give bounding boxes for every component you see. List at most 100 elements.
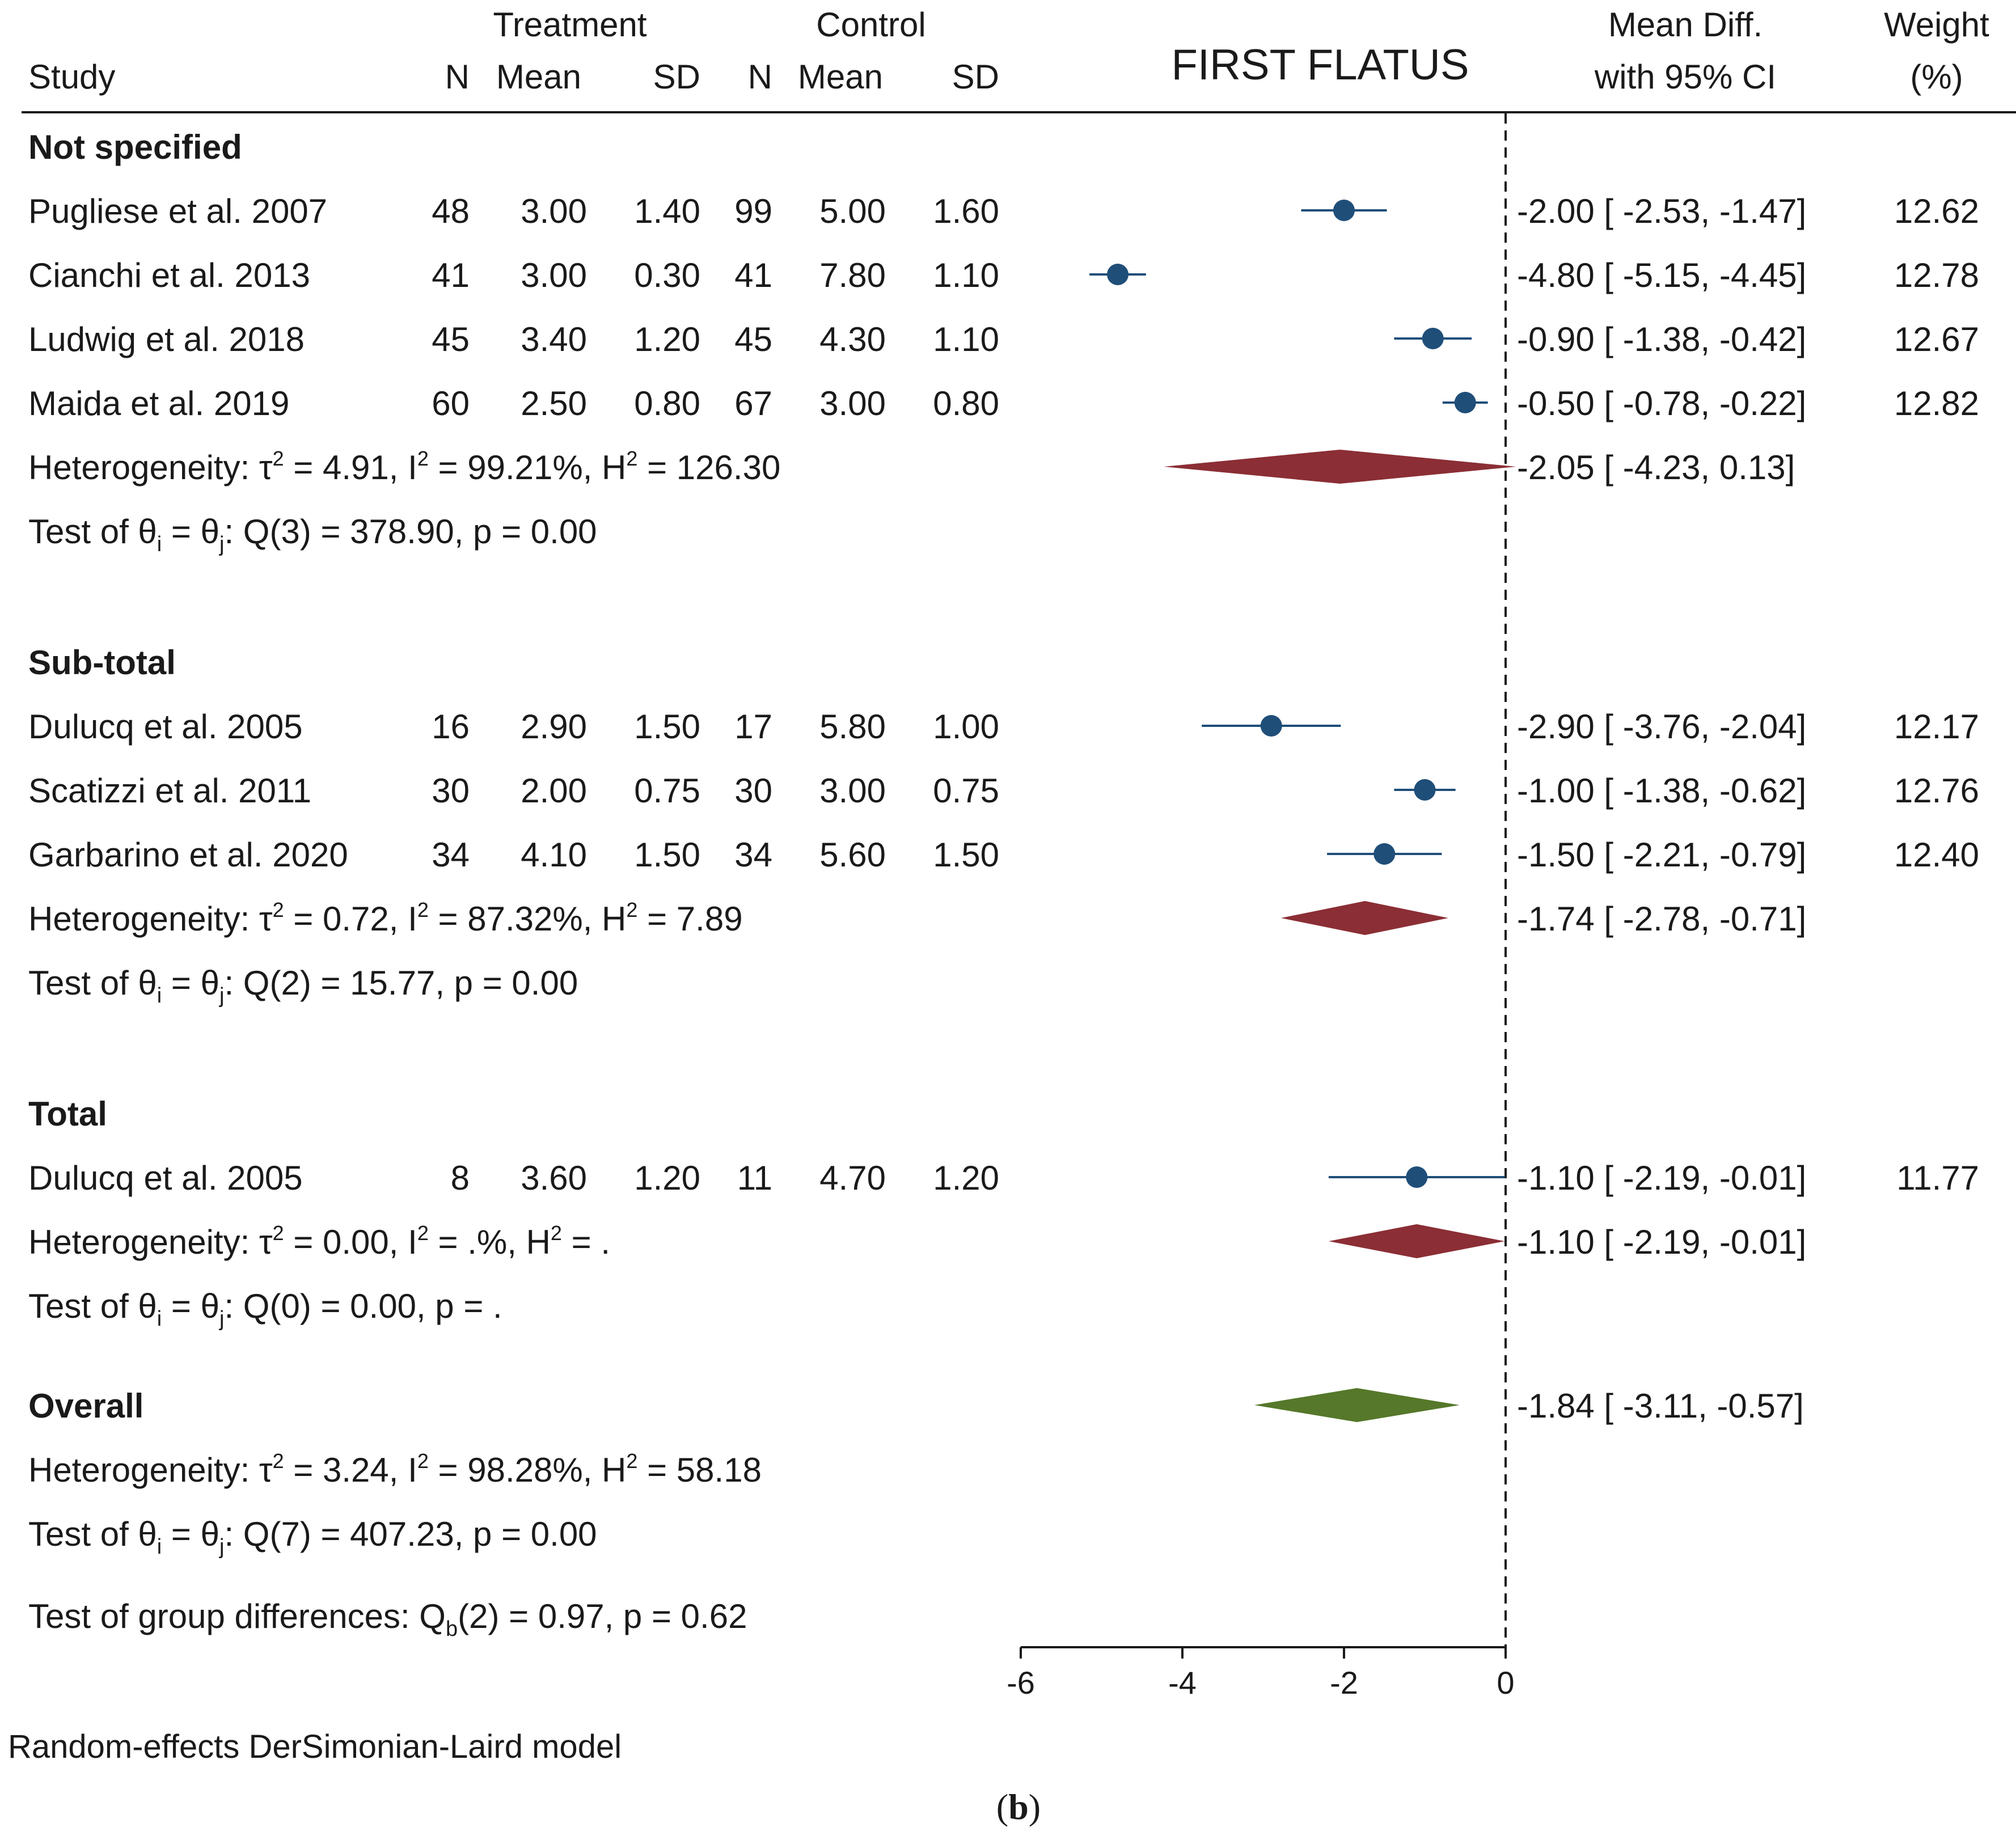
treatment-mean: 2.90: [521, 708, 587, 746]
heterogeneity-test: Test of θi = θj: Q(0) = 0.00, p = .: [28, 1287, 502, 1331]
subgroup-diamond: [1328, 1224, 1505, 1258]
effect-ci-text: -0.50 [ -0.78, -0.22]: [1517, 384, 1806, 422]
control-mean: 5.60: [819, 836, 886, 874]
study-name: Cianchi et al. 2013: [28, 256, 310, 294]
treatment-n: 30: [432, 772, 470, 810]
study-name: Pugliese et al. 2007: [28, 192, 327, 230]
pooled-ci-text: -1.10 [ -2.19, -0.01]: [1517, 1223, 1806, 1261]
header-control-mean: Mean: [798, 58, 883, 96]
control-mean: 3.00: [819, 384, 886, 422]
x-tick-label: -4: [1168, 1665, 1197, 1701]
treatment-n: 34: [432, 836, 470, 874]
control-sd: 1.20: [933, 1159, 999, 1197]
treatment-sd: 0.80: [634, 384, 700, 422]
pooled-ci-text: -2.05 [ -4.23, 0.13]: [1517, 449, 1795, 487]
control-n: 11: [737, 1159, 772, 1197]
heterogeneity-test: Test of θi = θj: Q(2) = 15.77, p = 0.00: [28, 964, 578, 1008]
treatment-sd: 0.30: [634, 256, 700, 294]
study-name: Dulucq et al. 2005: [28, 1159, 303, 1197]
treatment-mean: 3.00: [521, 256, 587, 294]
effect-marker: [1454, 392, 1476, 413]
effect-ci-text: -0.90 [ -1.38, -0.42]: [1517, 320, 1806, 358]
effect-marker: [1422, 328, 1444, 349]
control-mean: 7.80: [819, 256, 886, 294]
treatment-n: 48: [432, 192, 470, 230]
weight-value: 12.62: [1894, 192, 1979, 230]
treatment-mean: 3.40: [521, 320, 587, 358]
header-mean-diff: Mean Diff.: [1608, 6, 1763, 44]
chart-title: FIRST FLATUS: [1171, 41, 1469, 89]
weight-value: 12.40: [1894, 836, 1979, 874]
header-ci: with 95% CI: [1594, 58, 1776, 96]
header-treatment: Treatment: [493, 6, 647, 44]
x-tick-label: 0: [1497, 1665, 1514, 1701]
effect-marker: [1107, 264, 1129, 285]
study-name: Scatizzi et al. 2011: [28, 772, 311, 810]
effect-marker: [1414, 779, 1436, 801]
header-treatment-sd: SD: [653, 58, 700, 96]
study-name: Ludwig et al. 2018: [28, 320, 305, 358]
treatment-sd: 0.75: [634, 772, 700, 810]
pooled-ci-text: -1.74 [ -2.78, -0.71]: [1517, 900, 1806, 938]
control-mean: 5.80: [819, 708, 886, 746]
effect-ci-text: -1.10 [ -2.19, -0.01]: [1517, 1159, 1806, 1197]
effect-ci-text: -4.80 [ -5.15, -4.45]: [1517, 256, 1806, 294]
overall-ci-text: -1.84 [ -3.11, -0.57]: [1517, 1387, 1804, 1425]
control-sd: 1.10: [933, 256, 999, 294]
control-sd: 1.60: [933, 192, 999, 230]
header-control-n: N: [748, 58, 772, 96]
control-n: 67: [734, 384, 772, 422]
heterogeneity-stats: Heterogeneity: τ2 = 0.00, I2 = .%, H2 = …: [28, 1221, 610, 1261]
subgroup-diamond: [1280, 901, 1448, 935]
control-mean: 5.00: [819, 192, 886, 230]
control-n: 17: [734, 708, 772, 746]
treatment-sd: 1.40: [634, 192, 700, 230]
header-weight: Weight: [1884, 6, 1989, 44]
group-heading: Not specified: [28, 128, 242, 166]
treatment-n: 60: [432, 384, 470, 422]
weight-value: 12.17: [1894, 708, 1979, 746]
model-footnote: Random-effects DerSimonian-Laird model: [8, 1728, 622, 1765]
treatment-n: 41: [432, 256, 470, 294]
control-n: 30: [734, 772, 772, 810]
overall-heading: Overall: [28, 1387, 143, 1425]
control-n: 34: [734, 836, 772, 874]
weight-value: 12.67: [1894, 320, 1979, 358]
overall-heterogeneity-test: Test of θi = θj: Q(7) = 407.23, p = 0.00: [28, 1515, 597, 1559]
heterogeneity-stats: Heterogeneity: τ2 = 0.72, I2 = 87.32%, H…: [28, 898, 743, 938]
effect-marker: [1333, 200, 1355, 221]
effect-ci-text: -2.90 [ -3.76, -2.04]: [1517, 708, 1806, 746]
weight-value: 12.82: [1894, 384, 1979, 422]
control-n: 99: [734, 192, 772, 230]
treatment-sd: 1.20: [634, 1159, 700, 1197]
effect-ci-text: -1.00 [ -1.38, -0.62]: [1517, 772, 1806, 810]
control-sd: 0.80: [933, 384, 999, 422]
effect-ci-text: -2.00 [ -2.53, -1.47]: [1517, 192, 1806, 230]
weight-value: 12.78: [1894, 256, 1979, 294]
treatment-n: 8: [451, 1159, 470, 1197]
header-treatment-mean: Mean: [496, 58, 581, 96]
group-differences-test: Test of group differences: Qb(2) = 0.97,…: [28, 1597, 747, 1641]
overall-diamond: [1254, 1388, 1460, 1422]
subgroup-diamond: [1164, 450, 1516, 484]
header-study: Study: [28, 58, 115, 96]
study-name: Dulucq et al. 2005: [28, 708, 303, 746]
control-mean: 4.70: [819, 1159, 886, 1197]
treatment-mean: 4.10: [521, 836, 587, 874]
header-weight-unit: (%): [1910, 58, 1963, 96]
treatment-sd: 1.20: [634, 320, 700, 358]
header-control: Control: [816, 6, 925, 44]
weight-value: 11.77: [1896, 1159, 1979, 1197]
effect-marker: [1373, 843, 1396, 865]
treatment-sd: 1.50: [634, 836, 700, 874]
control-mean: 3.00: [819, 772, 886, 810]
x-tick-label: -2: [1330, 1665, 1358, 1701]
control-n: 41: [734, 256, 772, 294]
effect-marker: [1260, 715, 1282, 737]
effect-ci-text: -1.50 [ -2.21, -0.79]: [1517, 836, 1806, 874]
header-control-sd: SD: [952, 58, 999, 96]
heterogeneity-stats: Heterogeneity: τ2 = 4.91, I2 = 99.21%, H…: [28, 447, 780, 487]
heterogeneity-test: Test of θi = θj: Q(3) = 378.90, p = 0.00: [28, 513, 597, 556]
control-sd: 1.00: [933, 708, 999, 746]
